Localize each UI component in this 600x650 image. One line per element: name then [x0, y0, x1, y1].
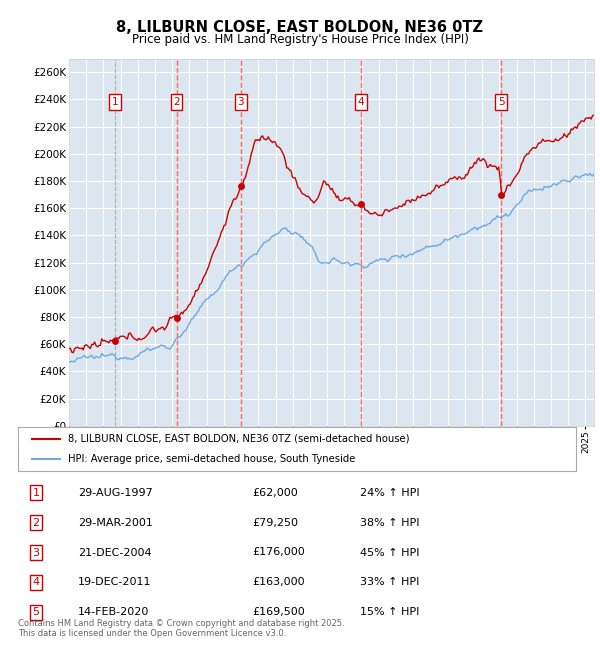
Text: 19-DEC-2011: 19-DEC-2011	[78, 577, 151, 588]
Text: 33% ↑ HPI: 33% ↑ HPI	[360, 577, 419, 588]
Text: 29-MAR-2001: 29-MAR-2001	[78, 517, 153, 528]
Text: 5: 5	[32, 607, 40, 618]
Text: £62,000: £62,000	[252, 488, 298, 498]
Text: 2: 2	[173, 97, 180, 107]
Text: 3: 3	[238, 97, 244, 107]
Text: 29-AUG-1997: 29-AUG-1997	[78, 488, 153, 498]
Text: 45% ↑ HPI: 45% ↑ HPI	[360, 547, 419, 558]
Text: 21-DEC-2004: 21-DEC-2004	[78, 547, 152, 558]
Text: 38% ↑ HPI: 38% ↑ HPI	[360, 517, 419, 528]
Text: 5: 5	[498, 97, 505, 107]
Text: Price paid vs. HM Land Registry's House Price Index (HPI): Price paid vs. HM Land Registry's House …	[131, 32, 469, 46]
Text: £79,250: £79,250	[252, 517, 298, 528]
Text: 2: 2	[32, 517, 40, 528]
Text: £163,000: £163,000	[252, 577, 305, 588]
Text: This data is licensed under the Open Government Licence v3.0.: This data is licensed under the Open Gov…	[18, 629, 286, 638]
Text: Contains HM Land Registry data © Crown copyright and database right 2025.: Contains HM Land Registry data © Crown c…	[18, 619, 344, 628]
Text: 3: 3	[32, 547, 40, 558]
Text: 4: 4	[358, 97, 364, 107]
Text: 1: 1	[32, 488, 40, 498]
Text: 8, LILBURN CLOSE, EAST BOLDON, NE36 0TZ (semi-detached house): 8, LILBURN CLOSE, EAST BOLDON, NE36 0TZ …	[68, 434, 410, 444]
Text: 4: 4	[32, 577, 40, 588]
Text: 24% ↑ HPI: 24% ↑ HPI	[360, 488, 419, 498]
Text: 8, LILBURN CLOSE, EAST BOLDON, NE36 0TZ: 8, LILBURN CLOSE, EAST BOLDON, NE36 0TZ	[116, 20, 484, 34]
Text: £176,000: £176,000	[252, 547, 305, 558]
Text: £169,500: £169,500	[252, 607, 305, 618]
Text: 14-FEB-2020: 14-FEB-2020	[78, 607, 149, 618]
Text: 15% ↑ HPI: 15% ↑ HPI	[360, 607, 419, 618]
Text: 1: 1	[112, 97, 118, 107]
Text: HPI: Average price, semi-detached house, South Tyneside: HPI: Average price, semi-detached house,…	[68, 454, 356, 464]
